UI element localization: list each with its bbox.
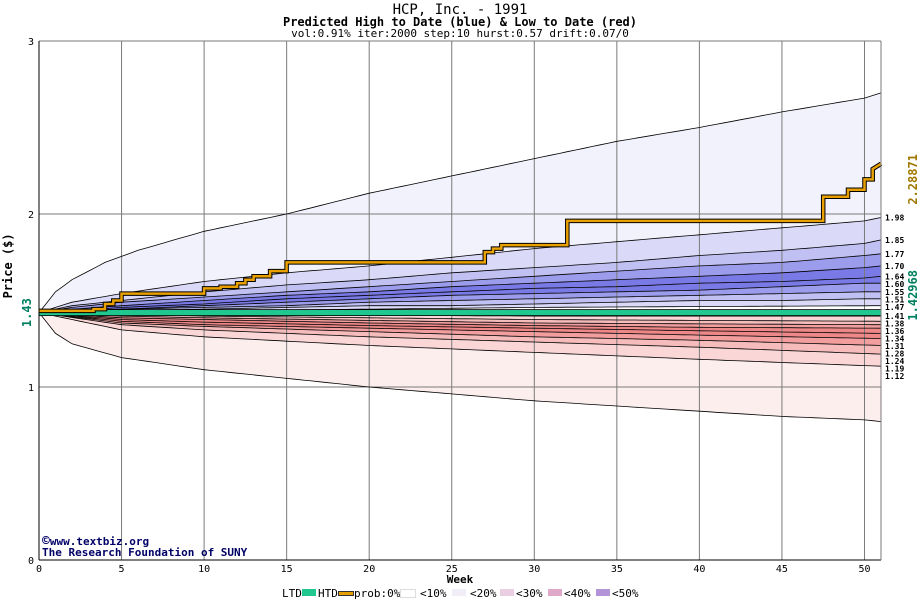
credit-org: The Research Foundation of SUNY: [42, 546, 248, 559]
right-label-5: 1.60: [885, 280, 904, 289]
legend-item-50: <50%: [612, 587, 639, 600]
copyright-icon: ©: [42, 534, 50, 549]
x-tick-label-35: 35: [611, 564, 623, 575]
right-label-4: 1.64: [885, 272, 904, 281]
x-tick-label-45: 45: [776, 564, 788, 575]
site-label: www.textbiz.org: [49, 535, 150, 548]
percentile-curve-0: [38, 92, 882, 313]
percentile-curve-1: [38, 217, 882, 313]
axis-labels: 0 5 10 15 20 25 30 35 40 45 50 0 1 2 3 Week Price ($) 1.4…: [1, 37, 920, 586]
legend-item-30: <30%: [516, 587, 543, 600]
high-band-7: [39, 291, 881, 313]
legend-swatch-0: [400, 589, 416, 598]
high-band-1: [39, 217, 881, 313]
simulation-params: vol:0.91% iter:2000 step:10 hurst:0.57 d…: [291, 27, 629, 40]
high-band-3: [39, 253, 881, 313]
right-label-8: 1.47: [885, 303, 904, 312]
x-tick-label-40: 40: [693, 564, 705, 575]
low-band-4: [39, 312, 881, 339]
right-label-16: 1.19: [885, 365, 904, 374]
right-label-3: 1.70: [885, 262, 904, 271]
legend-prob-label: prob:0%: [354, 587, 401, 600]
percentile-curve-16: [38, 312, 882, 346]
high-to-date-line: [39, 162, 882, 313]
right-label-17: 1.12: [885, 372, 904, 381]
legend-htd-swatch: [338, 591, 354, 596]
right-label-9: 1.41: [885, 312, 904, 321]
x-tick-label-50: 50: [858, 564, 870, 575]
percentile-curve-3: [38, 253, 882, 313]
legend-swatch-40: [596, 589, 610, 596]
legend-item-20: <20%: [470, 587, 497, 600]
y-tick-label-0: 0: [28, 556, 34, 567]
percentile-curve-5: [38, 275, 882, 313]
high-band-0: [39, 92, 881, 313]
x-tick-label-15: 15: [281, 564, 293, 575]
x-tick-label-30: 30: [528, 564, 540, 575]
legend-item-10: <10%: [420, 587, 447, 600]
y-axis-label: Price ($): [1, 233, 15, 298]
low-band-1: [39, 312, 881, 325]
right-label-13: 1.31: [885, 342, 904, 351]
axes: [38, 41, 882, 561]
low-band-6: [39, 312, 881, 355]
last-low-label: 1.42968: [906, 270, 920, 321]
legend-htd-label: HTD: [318, 587, 338, 600]
x-tick-label-5: 5: [119, 564, 125, 575]
percentile-curve-14: [38, 312, 882, 334]
low-band-7: [39, 312, 881, 367]
x-tick-label-20: 20: [363, 564, 375, 575]
right-label-14: 1.28: [885, 350, 904, 359]
legend-swatch-10: [452, 589, 466, 596]
y-tick-label-1: 1: [28, 383, 34, 394]
low-band-5: [39, 312, 881, 346]
percentile-curve-7: [38, 291, 881, 313]
low-band-3: [39, 312, 881, 334]
right-label-15: 1.24: [885, 357, 904, 366]
percentile-curve-18: [38, 312, 882, 367]
legend-ltd-swatch: [302, 589, 316, 596]
right-label-11: 1.36: [885, 327, 904, 336]
right-label-7: 1.51: [885, 295, 904, 304]
right-label-0: 1.98: [885, 213, 904, 222]
right-label-12: 1.34: [885, 335, 904, 344]
legend-item-40: <40%: [564, 587, 591, 600]
chart-subtitle: Predicted High to Date (blue) & Low to D…: [282, 15, 637, 29]
percentile-curve-6: [38, 282, 881, 313]
percentile-curve-13: [38, 312, 882, 329]
x-tick-label-10: 10: [198, 564, 210, 575]
low-band-8: [39, 312, 881, 422]
low-to-date-line: [38, 309, 882, 317]
legend-ltd-label: LTD: [282, 587, 302, 600]
right-label-10: 1.38: [885, 320, 904, 329]
x-tick-label-25: 25: [446, 564, 458, 575]
chart-title: HCP, Inc. - 1991: [392, 2, 528, 18]
x-tick-label-0: 0: [36, 564, 42, 575]
legend-swatch-20: [500, 589, 514, 596]
legend: LTD HTD prob:0% <10% <20% <30% <40% <50%: [0, 586, 920, 600]
x-axis-label: Week: [447, 573, 474, 586]
percentile-curve-17: [38, 312, 882, 355]
right-label-2: 1.77: [885, 250, 904, 259]
credit-site: ©www.textbiz.org: [42, 534, 149, 549]
percentile-curve-19: [38, 312, 882, 422]
legend-swatch-30: [548, 589, 562, 596]
y-tick-label-3: 3: [28, 37, 34, 48]
percentile-curve-4: [38, 265, 882, 313]
right-label-6: 1.55: [885, 288, 904, 297]
start-price-label: 1.43: [20, 298, 34, 327]
right-label-1: 1.85: [885, 236, 904, 245]
high-band-6: [39, 283, 881, 313]
last-high-label: 2.28871: [906, 154, 920, 205]
percentile-curves: [38, 92, 882, 422]
y-tick-label-2: 2: [28, 210, 34, 221]
percentile-curve-12: [38, 312, 881, 326]
low-band-2: [39, 312, 881, 329]
percentile-curve-15: [38, 312, 882, 339]
